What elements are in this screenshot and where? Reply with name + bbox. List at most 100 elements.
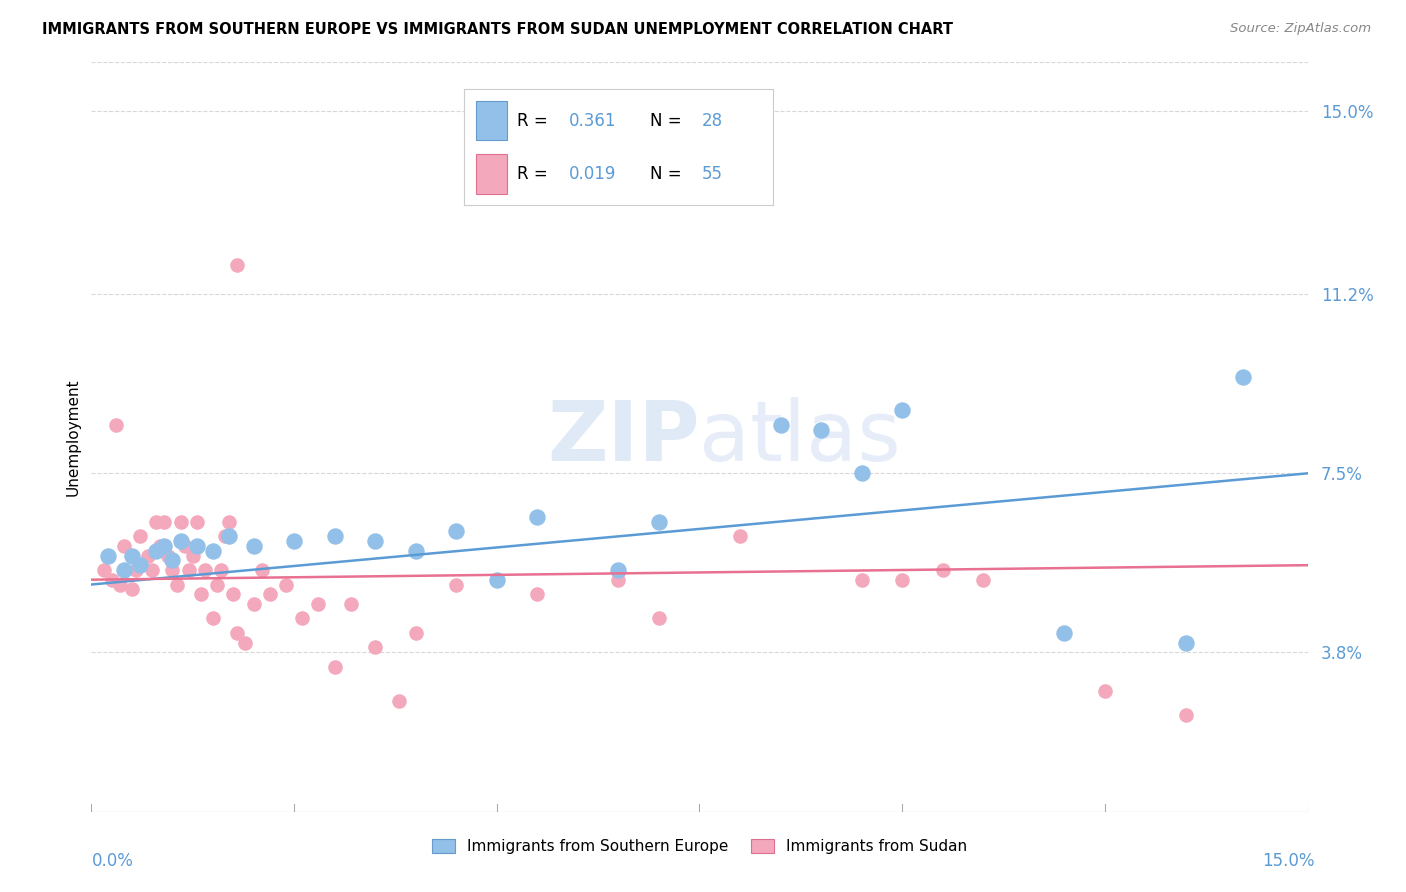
Point	[388, 693, 411, 707]
Point	[810, 423, 832, 437]
Point	[169, 534, 191, 549]
Point	[485, 573, 508, 587]
Point	[121, 549, 143, 563]
Text: 0.361: 0.361	[569, 112, 617, 129]
Point	[405, 625, 427, 640]
Point	[851, 573, 873, 587]
Point	[1094, 684, 1116, 698]
Point	[891, 573, 914, 587]
Point	[202, 543, 225, 558]
Point	[173, 539, 195, 553]
Text: 15.0%: 15.0%	[1263, 852, 1315, 870]
Point	[157, 549, 180, 563]
Point	[100, 573, 122, 587]
Point	[931, 563, 953, 577]
Point	[129, 529, 152, 543]
Point	[145, 515, 167, 529]
Text: 28: 28	[702, 112, 723, 129]
Point	[218, 529, 240, 543]
Point	[364, 640, 387, 655]
Point	[648, 515, 671, 529]
Text: 55: 55	[702, 165, 723, 183]
Point	[242, 597, 264, 611]
Point	[162, 553, 184, 567]
Point	[141, 563, 163, 577]
Point	[222, 587, 245, 601]
Point	[323, 529, 346, 543]
Point	[181, 549, 204, 563]
Point	[259, 587, 281, 601]
Point	[104, 417, 127, 432]
Point	[214, 529, 236, 543]
Point	[121, 582, 143, 597]
Point	[226, 259, 249, 273]
Point	[226, 625, 249, 640]
Point	[307, 597, 329, 611]
Point	[405, 543, 427, 558]
Text: ZIP: ZIP	[547, 397, 699, 477]
Point	[250, 563, 273, 577]
Point	[125, 563, 148, 577]
Point	[274, 577, 297, 591]
Point	[97, 549, 120, 563]
Point	[485, 573, 508, 587]
Text: R =: R =	[516, 112, 553, 129]
Point	[291, 611, 314, 625]
Legend: Immigrants from Southern Europe, Immigrants from Sudan: Immigrants from Southern Europe, Immigra…	[426, 833, 973, 860]
Point	[205, 577, 228, 591]
Text: 0.019: 0.019	[569, 165, 616, 183]
Point	[112, 539, 135, 553]
Point	[1232, 369, 1254, 384]
Point	[1053, 625, 1076, 640]
Point	[972, 573, 994, 587]
Point	[112, 563, 135, 577]
Text: atlas: atlas	[699, 397, 901, 477]
Point	[149, 539, 172, 553]
Point	[209, 563, 232, 577]
Point	[190, 587, 212, 601]
Text: N =: N =	[650, 165, 686, 183]
Point	[891, 403, 914, 417]
Point	[166, 577, 188, 591]
Point	[186, 539, 208, 553]
Point	[648, 611, 671, 625]
Text: IMMIGRANTS FROM SOUTHERN EUROPE VS IMMIGRANTS FROM SUDAN UNEMPLOYMENT CORRELATIO: IMMIGRANTS FROM SOUTHERN EUROPE VS IMMIG…	[42, 22, 953, 37]
Y-axis label: Unemployment: Unemployment	[65, 378, 80, 496]
Text: R =: R =	[516, 165, 553, 183]
Point	[444, 524, 467, 539]
Point	[186, 515, 208, 529]
Point	[526, 509, 548, 524]
Point	[1175, 635, 1198, 649]
Point	[108, 577, 131, 591]
Point	[153, 539, 176, 553]
Text: 0.0%: 0.0%	[91, 852, 134, 870]
Point	[153, 515, 176, 529]
Point	[242, 539, 264, 553]
Text: Source: ZipAtlas.com: Source: ZipAtlas.com	[1230, 22, 1371, 36]
Bar	[477, 154, 508, 194]
Point	[129, 558, 152, 573]
Point	[145, 543, 167, 558]
Point	[177, 563, 200, 577]
Point	[169, 515, 191, 529]
Point	[340, 597, 363, 611]
Point	[851, 467, 873, 481]
Point	[728, 529, 751, 543]
Point	[444, 577, 467, 591]
Point	[769, 417, 792, 432]
Point	[526, 587, 548, 601]
Point	[235, 635, 257, 649]
Point	[93, 563, 115, 577]
Point	[607, 573, 630, 587]
Text: N =: N =	[650, 112, 686, 129]
Point	[323, 659, 346, 673]
Point	[136, 549, 159, 563]
Point	[283, 534, 305, 549]
Point	[607, 563, 630, 577]
Bar	[477, 101, 508, 140]
Point	[194, 563, 217, 577]
Point	[1175, 708, 1198, 723]
Point	[218, 515, 240, 529]
Point	[364, 534, 387, 549]
Point	[162, 563, 184, 577]
